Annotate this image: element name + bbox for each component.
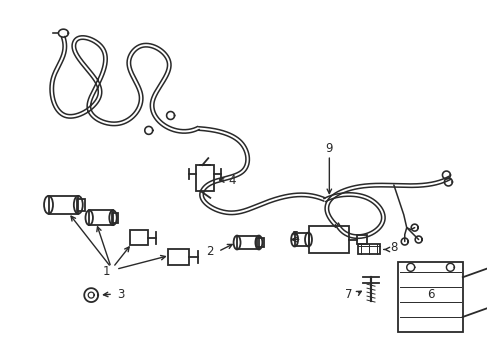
Bar (237, 235, 258, 249)
Bar (294, 233, 308, 247)
Bar (130, 230, 147, 246)
Bar (309, 226, 348, 253)
Text: 7: 7 (345, 288, 352, 301)
Bar (357, 244, 379, 255)
Text: 9: 9 (325, 142, 332, 155)
Text: 6: 6 (426, 288, 433, 301)
Text: 8: 8 (389, 241, 397, 254)
Bar (89, 210, 113, 225)
Bar (356, 235, 366, 244)
Bar (167, 249, 189, 265)
Text: 1: 1 (102, 265, 110, 278)
Bar (48, 196, 78, 214)
Text: 3: 3 (117, 288, 124, 301)
Bar (398, 262, 462, 332)
Bar (111, 213, 118, 223)
Text: 5: 5 (290, 230, 298, 243)
Text: 2: 2 (206, 245, 214, 258)
Text: 4: 4 (228, 174, 235, 186)
Bar (196, 165, 214, 191)
Bar (77, 199, 85, 211)
Bar (257, 238, 264, 247)
